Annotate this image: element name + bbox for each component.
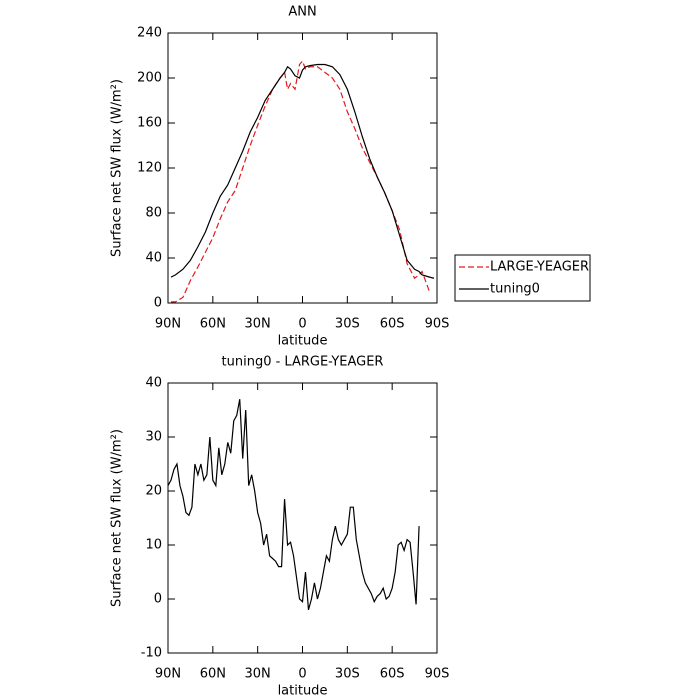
plot-frame — [167, 382, 438, 654]
y-tick-label: 40 — [145, 251, 162, 266]
chart-title: tuning0 - LARGE-YEAGER — [222, 355, 384, 370]
x-tick-label: 60N — [200, 317, 226, 332]
y-tick-label: 30 — [145, 430, 162, 445]
x-tick-label: 30N — [245, 667, 271, 682]
x-tick-label: 90N — [155, 667, 181, 682]
chart-title: ANN — [288, 5, 316, 20]
x-axis-label: latitude — [278, 684, 328, 699]
y-tick-label: 80 — [145, 206, 162, 221]
data-line — [170, 59, 431, 303]
x-tick-label: 90N — [155, 317, 181, 332]
y-tick-label: 120 — [137, 161, 162, 176]
y-tick-label: 0 — [154, 592, 162, 607]
x-tick-label: 30S — [335, 317, 360, 332]
legend-box — [454, 254, 591, 302]
plot-frame — [167, 32, 438, 304]
y-tick-label: 40 — [145, 376, 162, 391]
y-tick-label: 20 — [145, 484, 162, 499]
y-tick-label: 0 — [154, 296, 162, 311]
x-tick-label: 30S — [335, 667, 360, 682]
legend-label: tuning0 — [490, 282, 540, 297]
x-tick-label: 60S — [380, 317, 405, 332]
y-axis-label: Surface net SW flux (W/m²) — [110, 79, 125, 257]
x-tick-label: 0 — [298, 317, 306, 332]
data-line — [167, 399, 420, 610]
x-tick-label: 30N — [245, 317, 271, 332]
y-axis-label: Surface net SW flux (W/m²) — [110, 429, 125, 607]
y-tick-label: 240 — [137, 26, 162, 41]
x-tick-label: 90S — [425, 667, 450, 682]
x-tick-label: 90S — [425, 317, 450, 332]
x-tick-label: 0 — [298, 667, 306, 682]
data-line — [170, 63, 435, 279]
legend-label: LARGE-YEAGER — [490, 260, 589, 275]
x-tick-label: 60N — [200, 667, 226, 682]
y-tick-label: -10 — [141, 646, 162, 661]
x-axis-label: latitude — [278, 334, 328, 349]
y-tick-label: 200 — [137, 71, 162, 86]
y-tick-label: 160 — [137, 116, 162, 131]
x-tick-label: 60S — [380, 667, 405, 682]
y-tick-label: 10 — [145, 538, 162, 553]
